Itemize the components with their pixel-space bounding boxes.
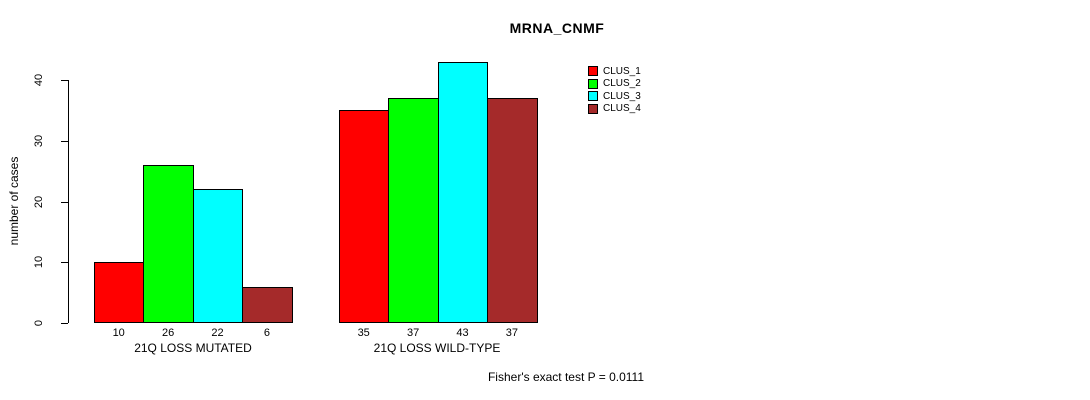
bar-clus_1-group1 [94,262,145,323]
bar-clus_2-group1 [143,165,194,323]
y-tick-mark [61,80,68,81]
legend-row: CLUS_1 [588,65,641,78]
legend-label: CLUS_2 [603,78,641,90]
bar-clus_4-group2 [487,98,538,323]
bar-value-label: 26 [161,327,175,339]
legend-label: CLUS_4 [603,103,641,115]
legend-swatch-clus_3 [588,91,598,102]
bar-value-label: 22 [211,327,224,339]
chart-title: MRNA_CNMF [509,20,605,36]
bar-value-label: 6 [263,327,270,339]
legend-row: CLUS_4 [588,103,641,116]
y-tick-label: 10 [33,256,45,269]
y-tick-label: 40 [33,73,45,87]
legend-row: CLUS_3 [588,90,641,103]
group-label-mutated: 21Q LOSS MUTATED [134,341,252,355]
y-axis-label: number of cases [7,156,21,246]
legend-row: CLUS_2 [588,78,641,91]
bar-value-label: 37 [406,327,420,339]
y-axis-line [68,80,69,323]
y-tick-mark [61,323,68,324]
bar-clus_1-group2 [339,110,390,323]
bar-value-label: 35 [357,327,370,339]
bar-clus_3-group2 [437,61,489,323]
legend: CLUS_1 CLUS_2 CLUS_3 CLUS_4 [588,65,641,115]
legend-swatch-clus_2 [588,78,598,89]
bar-value-label: 10 [112,327,125,339]
group-label-wild-type: 21Q LOSS WILD-TYPE [373,341,501,355]
legend-label: CLUS_1 [603,65,641,77]
bar-clus_3-group1 [192,189,244,323]
bar-value-label: 43 [456,327,469,339]
bar-clus_2-group2 [388,98,439,323]
y-tick-label: 30 [33,134,45,147]
bar-clus_4-group1 [242,286,293,323]
y-tick-mark [61,201,68,203]
bar-value-label: 37 [505,327,519,339]
y-tick-label: 0 [33,319,45,327]
legend-swatch-clus_4 [588,103,598,114]
legend-swatch-clus_1 [588,66,598,77]
y-tick-mark [61,262,68,264]
fisher-test-annotation: Fisher's exact test P = 0.0111 [487,370,645,384]
y-tick-mark [61,140,68,142]
y-tick-label: 20 [33,195,45,208]
legend-label: CLUS_3 [603,90,641,102]
